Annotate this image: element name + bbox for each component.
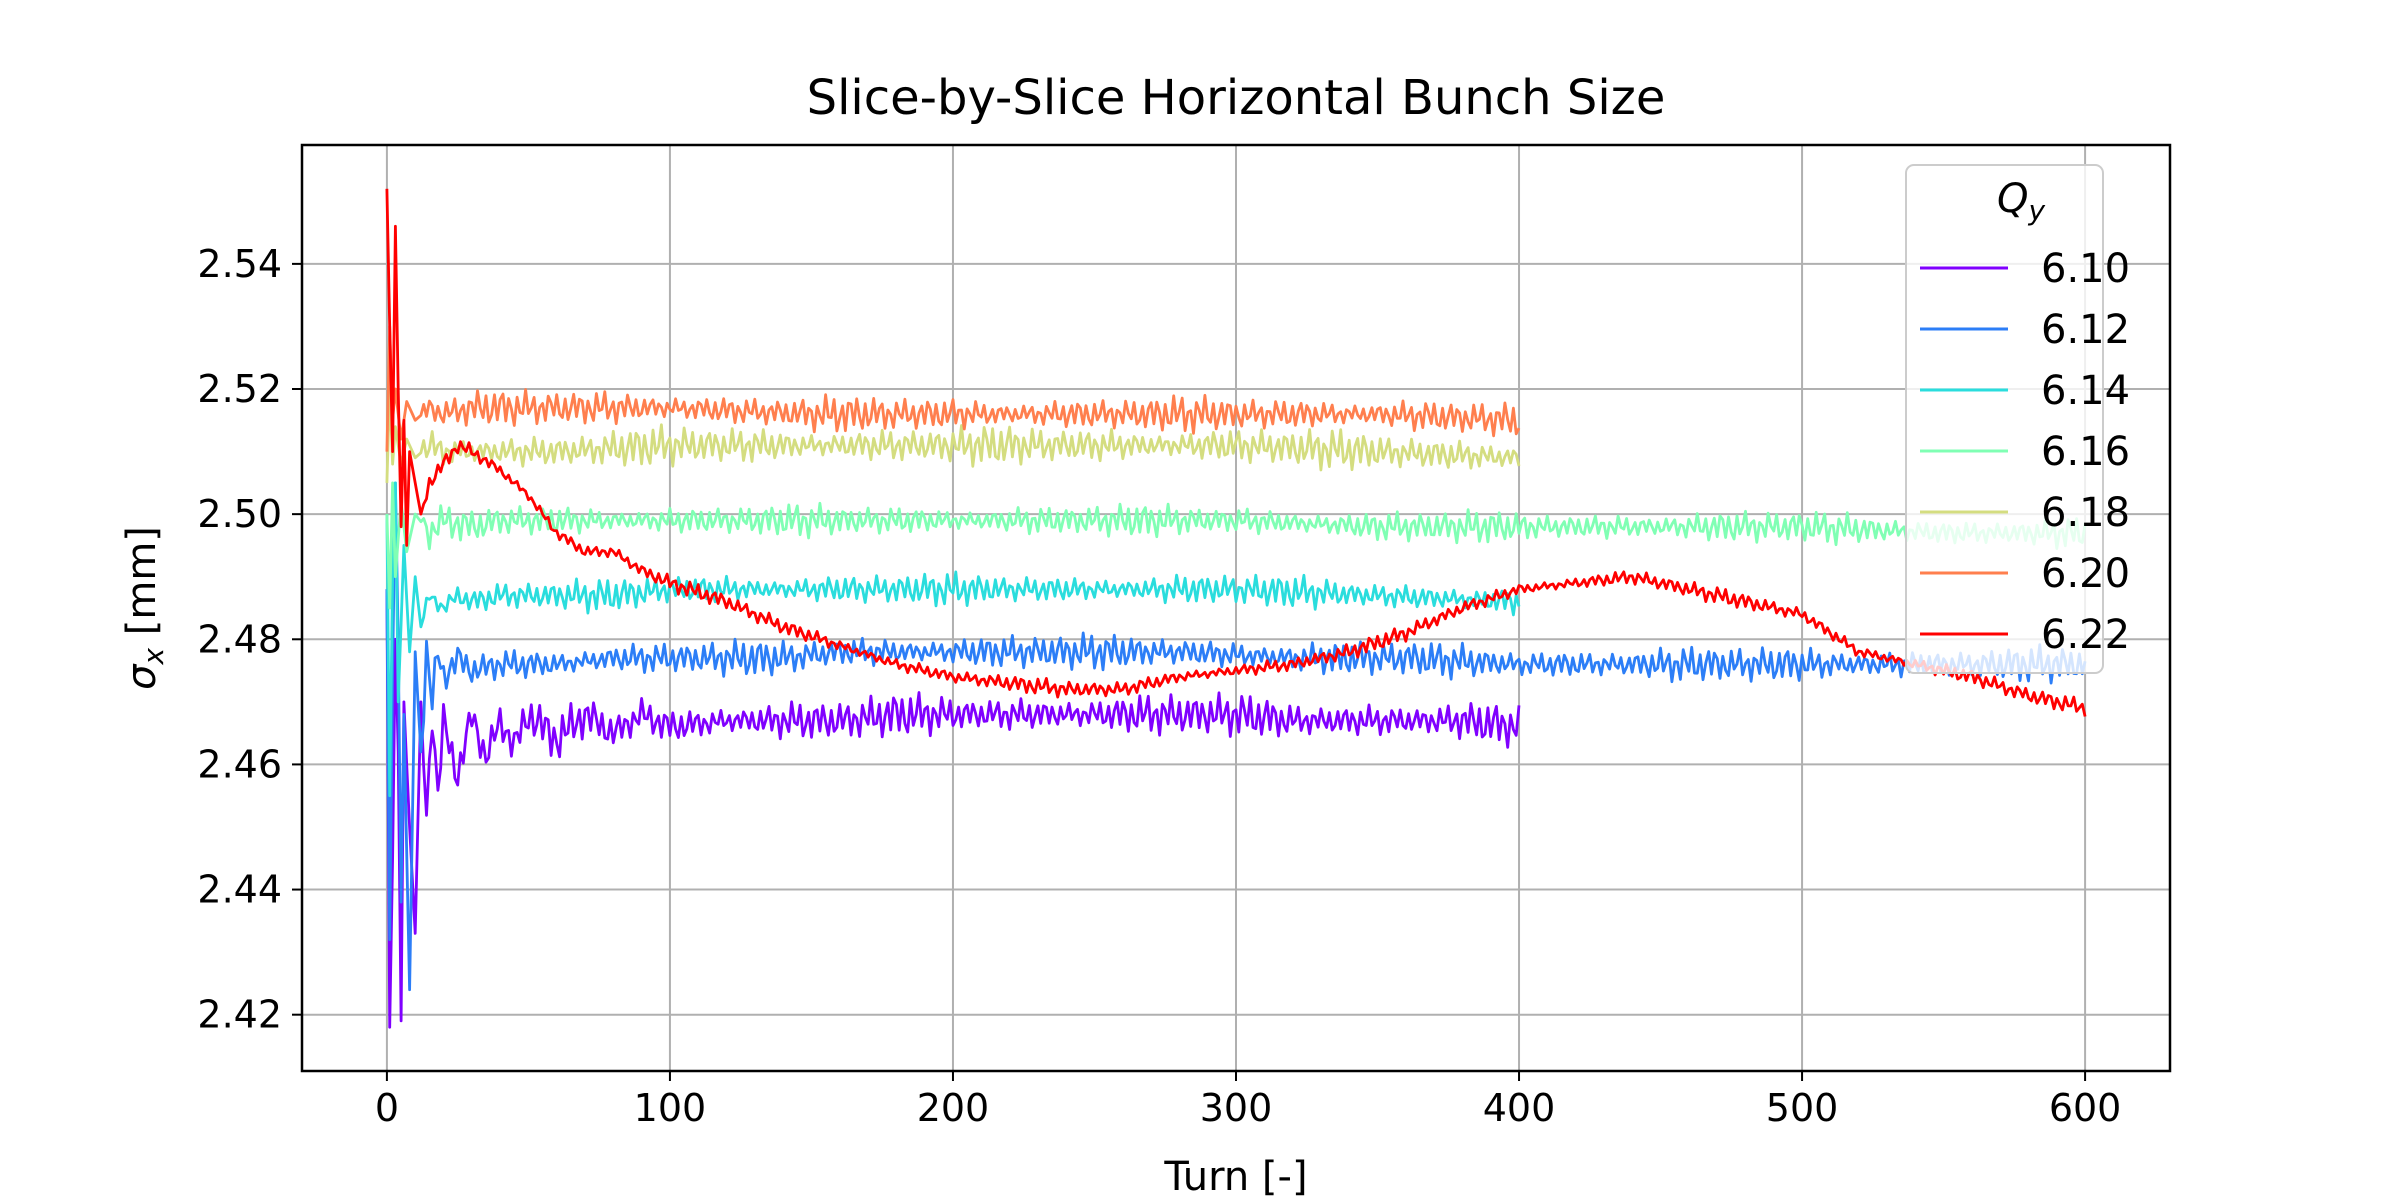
legend-entries: 6.10 6.12 6.14 6.16 6.18 6.20 6.22 — [1920, 246, 2130, 658]
series-line-6-20 — [385, 325, 1521, 452]
y-axis-label-subscript: x — [137, 648, 170, 666]
legend-title-symbol: Q — [1997, 176, 2028, 222]
y-tick-label: 2.46 — [197, 742, 282, 786]
x-axis-label: Turn [-] — [1163, 1154, 1307, 1200]
series-line-6-10 — [385, 589, 1521, 1029]
chart-title: Slice-by-Slice Horizontal Bunch Size — [807, 70, 1666, 126]
x-ticks: 0 100 200 300 400 500 600 — [375, 1071, 2122, 1130]
legend-title: Qy — [1997, 176, 2045, 227]
x-tick-label: 100 — [634, 1086, 707, 1130]
legend-label: 6.16 — [2041, 429, 2130, 475]
legend: Qy 6.10 6.12 6.14 6.16 6.18 6.20 6.22 — [1905, 164, 2130, 674]
y-tick-label: 2.52 — [197, 367, 282, 411]
legend-label: 6.12 — [2041, 307, 2130, 353]
y-axis-label-symbol: σ — [119, 663, 165, 690]
x-tick-label: 500 — [1766, 1086, 1839, 1130]
y-tick-label: 2.54 — [197, 242, 282, 286]
legend-box — [1905, 164, 2104, 674]
x-tick-label: 200 — [917, 1086, 990, 1130]
legend-label: 6.20 — [2041, 551, 2130, 597]
x-tick-label: 600 — [2049, 1086, 2122, 1130]
series-line-6-16 — [385, 481, 2087, 610]
legend-label: 6.18 — [2041, 490, 2130, 536]
y-tick-label: 2.48 — [197, 617, 282, 661]
y-tick-label: 2.44 — [197, 868, 282, 912]
y-tick-label: 2.50 — [197, 492, 282, 536]
y-ticks: 2.42 2.44 2.46 2.48 2.50 2.52 2.54 — [197, 242, 302, 1037]
grid — [302, 145, 2170, 1071]
series-line-6-22 — [385, 188, 2087, 717]
series-line-6-14 — [385, 481, 1521, 798]
legend-label: 6.22 — [2041, 612, 2130, 658]
legend-label: 6.10 — [2041, 246, 2130, 292]
x-tick-label: 300 — [1200, 1086, 1273, 1130]
x-tick-label: 400 — [1483, 1086, 1556, 1130]
y-tick-label: 2.42 — [197, 993, 282, 1037]
series-line-6-18 — [385, 387, 1521, 483]
x-tick-label: 0 — [375, 1086, 399, 1130]
legend-title-subscript: y — [2027, 194, 2045, 227]
legend-label: 6.14 — [2041, 368, 2130, 414]
y-axis-label: σx [mm] — [119, 526, 170, 690]
series-line-6-12 — [385, 481, 2087, 992]
plot-series — [385, 188, 2087, 1029]
y-axis-label-unit: [mm] — [119, 526, 165, 648]
